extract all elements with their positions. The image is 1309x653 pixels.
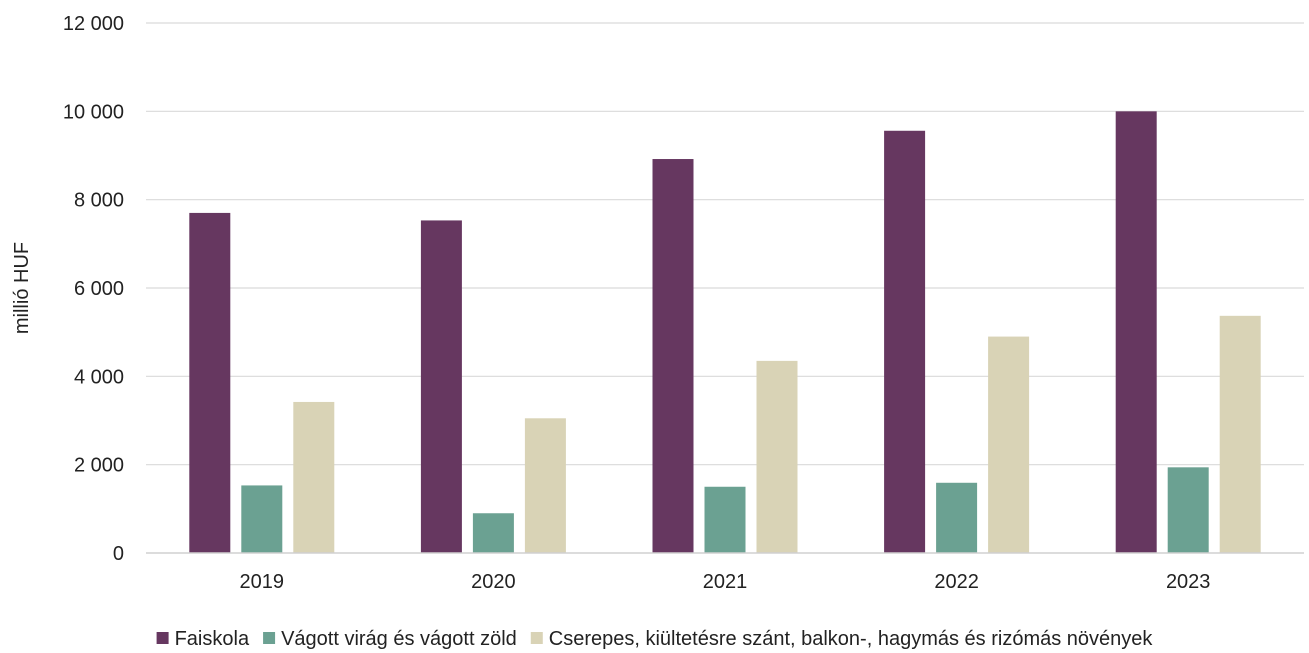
bar (293, 401, 335, 553)
y-tick-label: 2 000 (74, 455, 124, 477)
bar (884, 130, 926, 553)
y-tick-label: 6 000 (74, 278, 124, 300)
gridlines (146, 22, 1304, 466)
bar (1115, 111, 1157, 553)
bar (420, 220, 462, 554)
legend-swatch (263, 632, 276, 644)
y-tick-label: 4 000 (74, 366, 124, 388)
legend-swatch (530, 632, 543, 644)
bar (756, 360, 798, 553)
bar (652, 159, 694, 554)
legend: Faiskola Vágott virág és vágott zöld Csere… (156, 628, 1154, 650)
bar (988, 336, 1030, 553)
y-tick-label: 10 000 (63, 101, 124, 123)
legend-label: Cserepes, kiültetésre szánt, balkon-, ha… (549, 628, 1154, 650)
legend-label: Faiskola (175, 628, 250, 650)
bar (472, 513, 514, 553)
bar (936, 482, 978, 553)
legend-label: Vágott virág és vágott zöld (281, 628, 517, 650)
x-tick-label: 2022 (934, 571, 979, 593)
bar (189, 212, 231, 553)
legend-swatch (156, 632, 169, 644)
legend-item: Cserepes, kiültetésre szánt, balkon-, ha… (530, 628, 1154, 650)
bar (1167, 467, 1209, 553)
x-tick-label: 2023 (1166, 571, 1211, 593)
y-tick-label: 12 000 (63, 13, 124, 35)
y-axis-label: millió HUF (11, 242, 33, 334)
x-tick-label: 2019 (240, 571, 285, 593)
legend-item: Vágott virág és vágott zöld (263, 628, 517, 650)
bar (704, 486, 746, 553)
x-tick-label: 2020 (471, 571, 516, 593)
x-axis-ticks: 2019 2020 2021 2022 2023 (240, 571, 1211, 593)
bar (1219, 315, 1261, 553)
x-tick-label: 2021 (703, 571, 748, 593)
bar (241, 485, 283, 553)
bar (524, 418, 566, 553)
y-tick-label: 8 000 (74, 190, 124, 212)
bars (189, 111, 1261, 554)
y-axis-ticks: 0 2 000 4 000 6 000 8 000 10 000 12 000 (63, 13, 124, 565)
y-tick-label: 0 (113, 543, 124, 565)
legend-item: Faiskola (156, 628, 250, 650)
